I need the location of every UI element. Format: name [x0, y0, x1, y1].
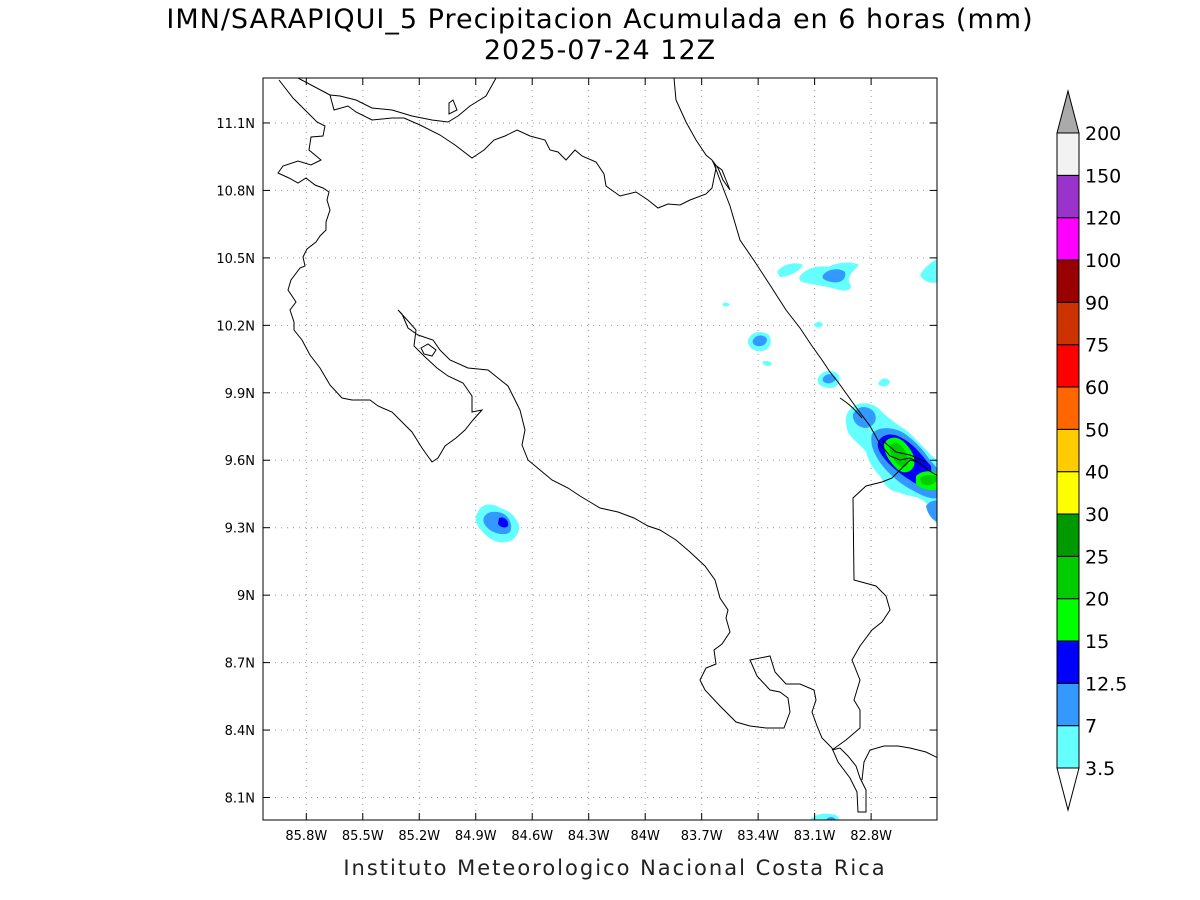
lon-tick-label: 84.6W — [511, 829, 553, 844]
lat-tick-label: 8.1N — [225, 792, 255, 807]
colorbar-label: 90 — [1085, 292, 1109, 314]
colorbar-label: 200 — [1085, 123, 1121, 145]
precip-cell-limon-coast — [845, 403, 937, 524]
colorbar-swatch — [1056, 513, 1080, 557]
lat-tick-label: 9N — [237, 589, 255, 604]
colorbar-label: 7 — [1085, 716, 1097, 738]
map-subtitle-datetime: 2025-07-24 12Z — [483, 35, 717, 66]
colorbar-label: 3.5 — [1085, 758, 1115, 780]
lon-tick-label: 84W — [630, 829, 660, 844]
footer-credit: Instituto Meteorologico Nacional Costa R… — [343, 856, 887, 880]
colorbar-swatch — [1056, 386, 1080, 430]
colorbar-swatch — [1056, 725, 1080, 769]
colorbar-label: 100 — [1085, 250, 1121, 272]
lat-lon-grid — [263, 78, 937, 820]
lat-tick-label: 11.1N — [216, 117, 255, 132]
lat-tick-label: 8.7N — [225, 657, 255, 672]
colorbar-label: 50 — [1085, 419, 1109, 441]
longitude-axis: 85.8W 85.5W 85.2W 84.9W 84.6W 84.3W 84W 83.7W 83… — [285, 78, 892, 844]
colorbar-label: 20 — [1085, 589, 1109, 611]
colorbar-swatch — [1056, 132, 1080, 176]
lon-tick-label: 83.4W — [737, 829, 779, 844]
lon-tick-label: 84.9W — [455, 829, 497, 844]
colorbar-swatch — [1056, 640, 1080, 684]
colorbar-label: 15 — [1085, 631, 1109, 653]
precip-cell-pacific — [475, 504, 520, 543]
colorbar-swatch — [1056, 217, 1080, 261]
colorbar-low-arrow — [1056, 767, 1080, 812]
colorbar-swatch — [1056, 259, 1080, 303]
colorbar-label: 40 — [1085, 462, 1109, 484]
latitude-axis: 11.1N 10.8N 10.5N 10.2N 9.9N 9.6N 9.3N 9N 8.7N 8.… — [216, 117, 937, 807]
colorbar-label: 25 — [1085, 546, 1109, 568]
colorbar-label: 60 — [1085, 377, 1109, 399]
colorbar-swatch — [1056, 555, 1080, 600]
lon-tick-label: 82.8W — [850, 829, 892, 844]
colorbar-legend: 3.5 7 12.5 15 20 25 30 40 50 60 75 90 100 120 150 200 — [1056, 89, 1127, 812]
lon-tick-label: 83.1W — [794, 829, 836, 844]
colorbar-label: 75 — [1085, 335, 1109, 357]
lat-tick-label: 8.4N — [225, 724, 255, 739]
lat-tick-label: 9.3N — [225, 522, 255, 537]
colorbar-label: 12.5 — [1085, 673, 1127, 695]
colorbar-label: 30 — [1085, 504, 1109, 526]
lon-tick-label: 85.5W — [342, 829, 384, 844]
colorbar-swatch — [1056, 174, 1080, 219]
colorbar-swatch — [1056, 428, 1080, 473]
colorbar-label: 150 — [1085, 165, 1121, 187]
lat-tick-label: 9.6N — [225, 454, 255, 469]
lon-tick-label: 84.3W — [568, 829, 610, 844]
lat-tick-label: 10.5N — [216, 252, 255, 267]
colorbar-swatch — [1056, 682, 1080, 727]
colorbar-high-arrow — [1056, 89, 1080, 134]
map-background — [263, 78, 937, 820]
colorbar-swatch — [1056, 344, 1080, 388]
map-frame — [262, 77, 938, 821]
lat-tick-label: 10.2N — [216, 319, 255, 334]
colorbar-swatch — [1056, 471, 1080, 515]
lat-tick-label: 10.8N — [216, 184, 255, 199]
precip-cell-limon-north — [722, 259, 937, 388]
map-title: IMN/SARAPIQUI_5 Precipitacion Acumulada … — [166, 4, 1034, 35]
lon-tick-label: 83.7W — [681, 829, 723, 844]
precip-cell-south-core — [826, 817, 836, 820]
coastline-borders — [277, 78, 937, 813]
colorbar-swatch — [1056, 301, 1080, 346]
lat-tick-label: 9.9N — [225, 387, 255, 402]
lon-tick-label: 85.2W — [398, 829, 440, 844]
lon-tick-label: 85.8W — [285, 829, 327, 844]
colorbar-label: 120 — [1085, 208, 1121, 230]
precipitation-field — [475, 259, 937, 820]
colorbar-swatch — [1056, 598, 1080, 642]
